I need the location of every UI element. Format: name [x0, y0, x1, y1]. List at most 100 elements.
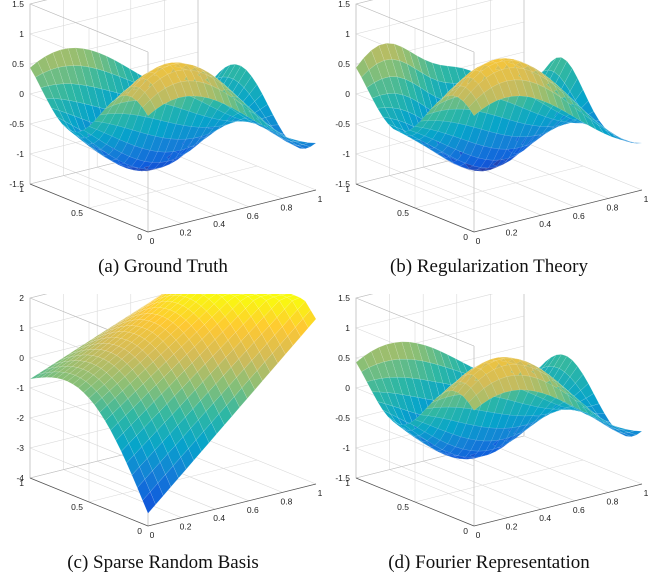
- x-tick-label: 0.6: [247, 211, 259, 221]
- z-tick-label: 1: [19, 29, 24, 39]
- box-edge: [355, 3, 475, 53]
- x-gridline-floor: [523, 435, 643, 485]
- x-tick-label: 0.2: [506, 228, 518, 238]
- z-tick-label: -1: [16, 149, 24, 159]
- z-tick-label: -3: [16, 443, 24, 453]
- x-tick-label: 0.2: [180, 228, 192, 238]
- z-tick-label: 0.5: [338, 59, 350, 69]
- surface-patch: [575, 89, 589, 109]
- x-gridline-floor: [389, 469, 508, 518]
- z-tick-label: 1: [19, 323, 24, 333]
- surface-patch: [216, 294, 230, 297]
- x-gridline-floor: [97, 166, 216, 216]
- surface-patch: [173, 294, 182, 296]
- subplot-b: -1.5 -1 -0.5 0 0.5 1 1.5 0 0.2 0.4 0.6 0.8 1 0 0.5 1 (b…: [326, 0, 652, 294]
- surface-patch: [591, 403, 605, 414]
- x-gridline-floor: [490, 444, 609, 493]
- y-tick-label: 1: [19, 184, 24, 194]
- z-tick-label: 1.5: [338, 294, 350, 303]
- x-gridline-floor: [164, 150, 283, 199]
- z-tick-label: -1: [342, 443, 350, 453]
- y-axis-line: [29, 477, 149, 527]
- x-tick-label: 0: [150, 530, 155, 540]
- surface-patch: [575, 373, 589, 391]
- tick-labels: -1.5 -1 -0.5 0 0.5 1 1.5 0 0.2 0.4 0.6 0.8 1 0 0.5 1: [335, 294, 648, 540]
- z-tick-label: 0.5: [12, 59, 24, 69]
- tick-labels: -1.5 -1 -0.5 0 0.5 1 1.5 0 0.2 0.4 0.6 0.8 1 0 0.5 1: [9, 0, 322, 246]
- x-tick-label: 1: [644, 194, 649, 204]
- surface-patch: [302, 309, 317, 329]
- surface-mesh: [29, 294, 317, 514]
- x-tick-label: 0.4: [213, 219, 225, 229]
- x-gridline-floor: [197, 141, 317, 191]
- surface-patch: [302, 142, 317, 148]
- surface-patch: [564, 359, 578, 378]
- subplot-c: -4 -3 -2 -1 0 1 2 0 0.2 0.4 0.6 0.8 1 0 0.5 1 (c) Spars…: [0, 294, 326, 588]
- surface-patch: [628, 141, 643, 144]
- x-tick-label: 0.8: [280, 496, 292, 506]
- x-tick-label: 0.4: [539, 513, 551, 523]
- z-tick-label: 1: [345, 323, 350, 333]
- surface-patch: [158, 294, 168, 299]
- surface-plot-d: -1.5 -1 -0.5 0 0.5 1 1.5 0 0.2 0.4 0.6 0.8 1 0 0.5 1: [335, 294, 649, 540]
- z-tick-label: 0: [19, 89, 24, 99]
- caption-a: (a) Ground Truth: [98, 256, 228, 277]
- surface-patch: [266, 294, 273, 295]
- y-tick-label: 1: [19, 478, 24, 488]
- z-tick-label: -1.5: [9, 179, 24, 189]
- z-tick-label: -4: [16, 473, 24, 483]
- surface-mesh: [29, 47, 317, 172]
- subplot-a: -1.5 -1 -0.5 0 0.5 1 1.5 0 0.2 0.4 0.6 0.8 1 0 0.5 1 (a…: [0, 0, 326, 294]
- surface-patch: [292, 144, 306, 149]
- x-axis-line: [147, 189, 317, 233]
- z-tick-label: 1.5: [338, 0, 350, 9]
- y-tick-label: 1: [345, 184, 350, 194]
- surface-patch: [243, 75, 258, 95]
- surface-patch: [265, 114, 279, 126]
- z-tick-label: -2: [16, 413, 24, 423]
- surface-patch: [564, 67, 578, 92]
- z-tick-label: 0: [19, 353, 24, 363]
- y-tick-label: 0.5: [71, 502, 83, 512]
- x-axis-line: [473, 483, 643, 527]
- x-gridline-floor: [423, 460, 542, 510]
- subplot-d: -1.5 -1 -0.5 0 0.5 1 1.5 0 0.2 0.4 0.6 0.8 1 0 0.5 1 (d…: [326, 294, 652, 588]
- caption-b: (b) Regularization Theory: [389, 256, 589, 277]
- z-tick-label: -1: [342, 149, 350, 159]
- x-tick-label: 0.4: [539, 219, 551, 229]
- surface-patch: [160, 294, 165, 296]
- surface-patch: [233, 65, 247, 83]
- x-tick-label: 0.2: [506, 522, 518, 532]
- x-tick-label: 0.8: [606, 202, 618, 212]
- surface-patch: [203, 294, 217, 300]
- surface-patch: [168, 294, 177, 296]
- x-gridline-floor: [456, 452, 575, 502]
- surface-patch: [296, 144, 312, 150]
- z-tick-label: 2: [19, 294, 24, 303]
- surface-plot-c: -4 -3 -2 -1 0 1 2 0 0.2 0.4 0.6 0.8 1 0 0.5 1: [16, 294, 323, 540]
- box-edge: [355, 297, 475, 347]
- tick-labels: -4 -3 -2 -1 0 1 2 0 0.2 0.4 0.6 0.8 1 0 0.5 1: [16, 294, 322, 540]
- z-tick-label: 0.5: [338, 353, 350, 363]
- x-gridline-floor: [63, 175, 182, 224]
- y-tick-label: 1: [345, 478, 350, 488]
- surface-patch: [542, 57, 557, 72]
- surface-patch: [163, 294, 172, 298]
- box-edge: [355, 294, 374, 299]
- tick-labels: -1.5 -1 -0.5 0 0.5 1 1.5 0 0.2 0.4 0.6 0.8 1 0 0.5 1: [335, 0, 648, 246]
- y-gridline-floor: [414, 165, 584, 209]
- x-tick-label: 0.6: [247, 505, 259, 515]
- x-tick-label: 1: [318, 194, 323, 204]
- surface-plot-a: -1.5 -1 -0.5 0 0.5 1 1.5 0 0.2 0.4 0.6 0.8 1 0 0.5 1: [9, 0, 323, 246]
- surface-patch: [548, 57, 562, 72]
- box-edge: [29, 3, 149, 53]
- caption-d: (d) Fourier Representation: [388, 552, 590, 573]
- z-tick-label: 1: [345, 29, 350, 39]
- surface-patch: [238, 69, 252, 88]
- surface-patch: [229, 294, 244, 297]
- x-tick-label: 0.6: [573, 505, 585, 515]
- x-tick-label: 0.8: [280, 202, 292, 212]
- surface-patch: [155, 294, 164, 299]
- y-axis-line: [355, 183, 475, 233]
- x-tick-label: 0.6: [573, 211, 585, 221]
